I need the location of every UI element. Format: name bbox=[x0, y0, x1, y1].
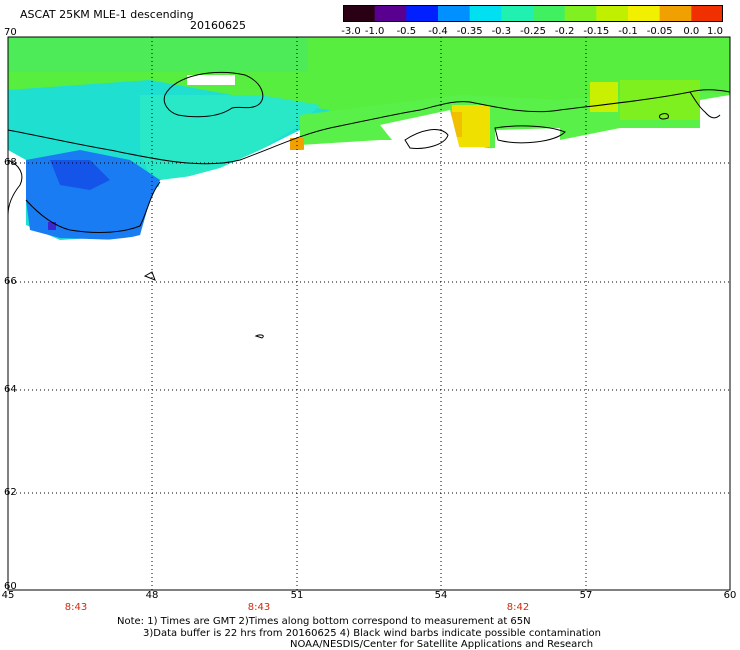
graticule bbox=[8, 37, 730, 590]
colorbar-tick-label: -0.3 bbox=[491, 26, 512, 37]
colorbar-segment bbox=[628, 5, 661, 22]
map-frame bbox=[7, 36, 731, 591]
field-deep-blue bbox=[48, 222, 56, 230]
colorbar-segment bbox=[596, 5, 629, 22]
coastline-island-4 bbox=[143, 271, 156, 281]
colorbar-segment bbox=[533, 5, 566, 22]
lat-label-70: 70 bbox=[4, 27, 17, 38]
lon-label-54: 54 bbox=[434, 590, 448, 601]
colorbar-segment bbox=[438, 5, 471, 22]
coastline-main bbox=[7, 89, 731, 165]
colorbar-tick-label: -1.0 bbox=[364, 26, 385, 37]
colorbar-segment bbox=[406, 5, 439, 22]
field-dark-blue bbox=[50, 160, 110, 190]
field-gap-coast bbox=[380, 110, 460, 150]
field-green-upper bbox=[8, 37, 308, 72]
colorbar-tick-label: -3.0 bbox=[341, 26, 361, 37]
field-gap-coast-2 bbox=[495, 128, 560, 150]
colorbar-segment bbox=[564, 5, 597, 22]
colorbar-tick-label: -0.35 bbox=[456, 26, 483, 37]
field-green-east bbox=[620, 80, 700, 120]
colorbar-tick-label: 1.0 bbox=[707, 26, 723, 37]
note-line-1: Note: 1) Times are GMT 2)Times along bot… bbox=[117, 616, 531, 627]
colorbar-tick-label: -0.15 bbox=[583, 26, 610, 37]
lon-label-51: 51 bbox=[290, 590, 304, 601]
product-date: 20160625 bbox=[190, 19, 246, 32]
colorbar-segment bbox=[501, 5, 534, 22]
colorbar-segment bbox=[659, 5, 692, 22]
lat-label-60: 60 bbox=[4, 581, 17, 592]
lat-label-62: 62 bbox=[4, 487, 17, 498]
coastline-kanin bbox=[163, 71, 264, 118]
land-blank bbox=[8, 140, 730, 590]
note-line-3: NOAA/NESDIS/Center for Satellite Applica… bbox=[290, 639, 594, 650]
colorbar-tick-label: -0.1 bbox=[618, 26, 638, 37]
colorbar-segment bbox=[691, 5, 723, 22]
field-orange-patch bbox=[452, 112, 462, 137]
coastline-bay bbox=[7, 159, 23, 216]
colorbar-tick-label: -0.05 bbox=[646, 26, 673, 37]
coastline-island-3 bbox=[659, 113, 669, 120]
coastline-island-1 bbox=[404, 129, 449, 149]
colorbar-tick-label: -0.4 bbox=[428, 26, 448, 37]
data-field bbox=[8, 37, 730, 590]
field-gap-1 bbox=[187, 75, 235, 85]
lon-label-60: 60 bbox=[723, 590, 737, 601]
colorbar-segment bbox=[374, 5, 407, 22]
colorbar-tick-label: -0.2 bbox=[554, 26, 575, 37]
colorbar-tick-label: -0.5 bbox=[396, 26, 417, 37]
colorbar-tick-label: 0.0 bbox=[683, 26, 700, 37]
colorbar-segment bbox=[343, 5, 376, 22]
time-label-1: 8:43 bbox=[64, 602, 88, 613]
coastline-island-5 bbox=[254, 334, 264, 339]
colorbar-tick-label: -0.25 bbox=[520, 26, 546, 37]
colorbar-frame bbox=[343, 5, 723, 22]
lon-label-45: 45 bbox=[1, 590, 15, 601]
lon-label-57: 57 bbox=[579, 590, 593, 601]
coastline-peninsula bbox=[25, 181, 161, 234]
lat-label-64: 64 bbox=[4, 384, 17, 395]
coastline bbox=[7, 71, 731, 339]
product-title: ASCAT 25KM MLE-1 descending bbox=[20, 8, 194, 21]
time-label-2: 8:43 bbox=[247, 602, 271, 613]
colorbar-legend bbox=[343, 5, 723, 22]
coastline-island-2 bbox=[494, 125, 566, 144]
colorbar-segment bbox=[469, 5, 502, 22]
lat-label-66: 66 bbox=[4, 276, 17, 287]
field-orange-point bbox=[290, 138, 304, 150]
coastline-east bbox=[689, 91, 721, 119]
time-label-3: 8:42 bbox=[506, 602, 530, 613]
lat-label-68: 68 bbox=[4, 157, 17, 168]
note-line-2: 3)Data buffer is 22 hrs from 20160625 4)… bbox=[143, 628, 601, 639]
lon-label-48: 48 bbox=[145, 590, 159, 601]
field-yellow-patch-2 bbox=[590, 82, 618, 112]
